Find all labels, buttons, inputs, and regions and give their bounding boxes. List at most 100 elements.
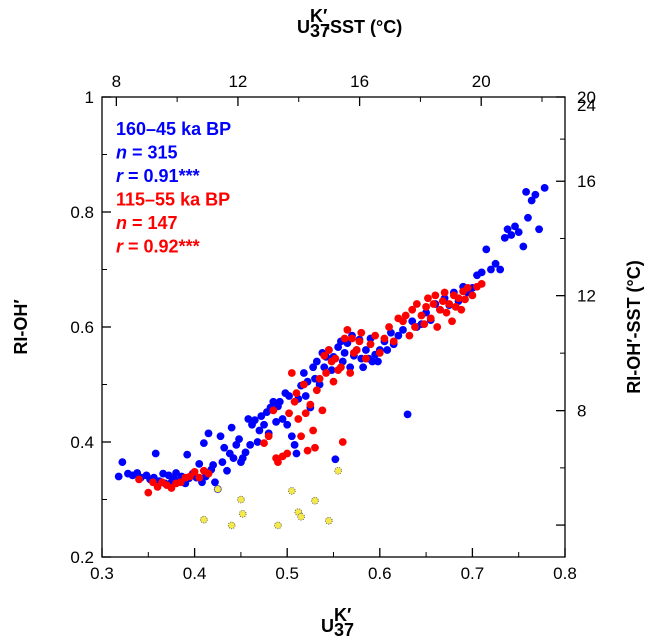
scatter-point-blue	[183, 450, 192, 459]
scatter-point-blue	[491, 259, 500, 268]
scatter-point-yellow	[297, 512, 305, 521]
scatter-point-blue	[522, 187, 531, 196]
scatter-point-blue	[195, 459, 204, 468]
y-tick-label: 0.4	[70, 433, 94, 452]
scatter-point-blue	[199, 439, 208, 448]
top-axis-title-sub: 37	[310, 21, 330, 41]
scatter-point-red	[320, 351, 329, 360]
scatter-point-blue	[524, 213, 532, 222]
scatter-point-blue	[209, 461, 218, 469]
scatter-point-red	[431, 291, 440, 300]
y-tick-label: 0.8	[70, 203, 94, 222]
right-tick-label: 24	[577, 96, 596, 115]
scatter-point-red	[436, 305, 444, 314]
scatter-point-red	[401, 311, 410, 320]
scatter-point-red	[454, 294, 463, 303]
scatter-point-red	[135, 475, 143, 484]
scatter-point-red	[338, 438, 347, 446]
scatter-point-red	[306, 400, 315, 409]
scatter-point-red	[324, 346, 333, 354]
axes: 0.3 0.4 0.5 0.6 0.7 0.80.20.40.60.818 12 16 2081…	[70, 72, 596, 583]
top-tick-label: 16	[350, 72, 369, 91]
scatter-point-red	[440, 288, 449, 297]
scatter-point-red	[420, 320, 429, 329]
scatter-point-blue	[503, 225, 512, 234]
scatter-point-yellow	[325, 516, 333, 525]
scatter-point-blue	[172, 469, 180, 477]
x-tick-label: 0.7	[461, 564, 485, 583]
scatter-point-red	[348, 334, 356, 343]
scatter-point-blue	[482, 245, 491, 254]
scatter-point-blue	[531, 190, 540, 199]
scatter-point-yellow	[237, 495, 245, 504]
scatter-point-blue	[114, 472, 123, 481]
scatter-point-blue	[519, 242, 528, 251]
scatter-point-blue	[507, 231, 516, 239]
scatter-point-blue	[394, 331, 403, 340]
stat-line: 115–55 ka BP	[116, 190, 230, 210]
scatter-point-red	[274, 458, 282, 467]
scatter-point-red	[264, 432, 273, 441]
scatter-point-yellow	[274, 521, 282, 530]
scatter-point-blue	[204, 429, 213, 438]
top-tick-label: 12	[228, 72, 247, 91]
scatter-point-red	[260, 439, 268, 448]
scatter-point-red	[318, 406, 327, 415]
stat-line: r = 0.92***	[116, 237, 200, 257]
scatter-point-blue	[500, 233, 509, 242]
scatter-point-red	[343, 325, 352, 334]
scatter-point-red	[346, 369, 355, 377]
scatter-point-red	[309, 426, 318, 435]
scatter-point-red	[411, 323, 419, 331]
stat-line: n = 315	[116, 143, 178, 163]
scatter-point-red	[190, 468, 199, 476]
scatter-point-yellow	[238, 510, 247, 518]
scatter-point-red	[303, 446, 312, 455]
scatter-point-red	[438, 297, 447, 306]
right-tick-label: 8	[577, 402, 586, 421]
scatter-point-blue	[383, 346, 392, 354]
scatter-point-blue	[255, 426, 264, 435]
scatter-point-yellow	[311, 496, 319, 505]
scatter-point-red	[322, 369, 330, 377]
stat-value: = 147	[127, 213, 178, 233]
x-tick-label: 0.8	[553, 564, 577, 583]
scatter-point-blue	[216, 432, 225, 441]
scatter-point-red	[337, 363, 345, 372]
scatter-point-red	[380, 334, 389, 343]
scatter-point-red	[477, 279, 486, 288]
scatter-point-blue	[218, 458, 227, 467]
scatter-point-blue	[535, 225, 543, 234]
scatter-point-blue	[260, 420, 268, 429]
x-tick-label: 0.6	[368, 564, 392, 583]
scatter-point-blue	[477, 268, 486, 277]
top-tick-label: 8	[112, 72, 121, 91]
scatter-point-red	[461, 295, 469, 304]
scatter-point-red	[287, 369, 296, 377]
y-tick-label: 0.6	[70, 318, 94, 337]
stat-symbol: n	[116, 213, 127, 233]
stat-symbol: r	[116, 166, 124, 186]
scatter-point-blue	[346, 363, 355, 372]
scatter-point-blue	[399, 325, 407, 334]
scatter-point-blue	[241, 448, 250, 457]
scatter-point-blue	[301, 392, 310, 400]
scatter-point-blue	[164, 471, 173, 480]
scatter-point-blue	[331, 455, 340, 464]
y-tick-label: 0.2	[70, 548, 94, 567]
stat-value: = 0.92***	[123, 237, 200, 257]
stat-symbol: r	[116, 237, 124, 257]
scatter-point-red	[290, 397, 299, 406]
x-tick-label: 0.3	[90, 564, 114, 583]
scatter-point-yellow	[213, 485, 222, 493]
scatter-point-yellow	[334, 466, 342, 475]
x-axis-title-sub: 37	[334, 620, 354, 639]
data-points	[114, 183, 549, 530]
scatter-point-red	[144, 488, 153, 497]
scatter-point-blue	[487, 265, 495, 274]
scatter-point-blue	[496, 265, 505, 274]
stat-value: = 315	[127, 143, 178, 163]
